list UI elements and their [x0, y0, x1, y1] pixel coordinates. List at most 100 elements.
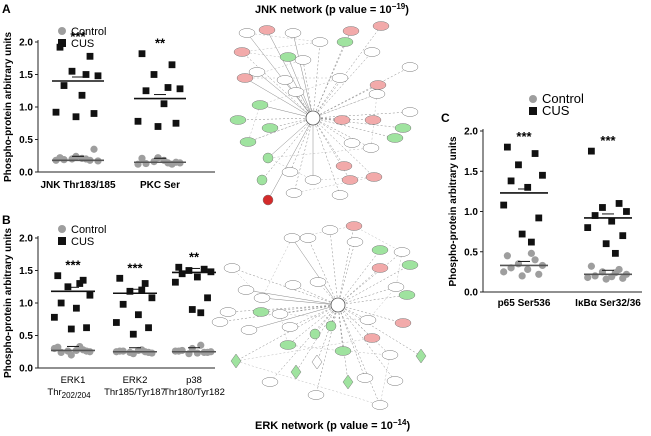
network-node — [331, 190, 349, 200]
panel-letter-b: B — [2, 213, 11, 227]
network-edge — [395, 251, 403, 288]
network-node — [271, 309, 289, 319]
network-node — [261, 123, 279, 133]
network-node — [325, 320, 337, 332]
significance-label: *** — [516, 129, 532, 144]
category-label: JNK Thr183/185 — [40, 180, 115, 191]
category-label: ERK2 — [123, 375, 148, 386]
network-node — [252, 307, 270, 317]
network-edge — [245, 289, 339, 306]
cus-point — [608, 217, 616, 225]
network-edge — [291, 225, 355, 239]
network-edge — [261, 117, 314, 181]
jnk-network-diagram — [229, 21, 419, 206]
cus-point — [134, 311, 142, 319]
cus-point — [172, 119, 180, 127]
cus-point — [64, 283, 72, 291]
network-edge — [337, 304, 422, 357]
cus-point — [150, 71, 158, 78]
control-point — [619, 274, 627, 282]
network-edge — [337, 304, 404, 324]
network-node — [346, 237, 364, 247]
y-axis-label: Phospho-protein arbitrary units — [3, 32, 14, 182]
network-node — [262, 194, 274, 206]
cus-point — [142, 87, 150, 95]
cus-point — [116, 274, 124, 282]
cus-point — [524, 183, 532, 191]
network-node — [401, 260, 419, 270]
significance-label: *** — [127, 260, 143, 275]
network-edge — [259, 104, 314, 119]
network-node — [281, 167, 299, 177]
y-tick-label: 2.0 — [19, 38, 33, 49]
network-node — [287, 87, 305, 97]
cus-point — [83, 324, 90, 332]
network-node — [363, 333, 381, 343]
legend-cus-label: CUS — [542, 103, 570, 118]
control-point — [602, 275, 610, 283]
network-edge — [312, 41, 346, 119]
cus-point — [86, 52, 94, 60]
cus-point — [126, 287, 134, 295]
y-tick-label: 1.5 — [19, 70, 33, 81]
network-edge — [248, 304, 339, 331]
control-point — [197, 341, 205, 349]
cus-point — [602, 240, 610, 248]
panel-letter-a: A — [2, 2, 11, 16]
network-edge — [379, 354, 391, 406]
cus-point — [584, 224, 592, 231]
network-edge — [312, 77, 341, 119]
cus-point — [160, 100, 168, 108]
category-sublabel: Thr180/Tyr182 — [163, 387, 225, 398]
legend-control-marker — [58, 225, 66, 233]
cus-point — [185, 267, 193, 274]
control-point — [178, 346, 186, 355]
legend-control-marker — [529, 95, 537, 103]
network-node — [240, 325, 258, 335]
network-node — [279, 52, 297, 62]
network-node — [371, 263, 389, 273]
network-node — [256, 174, 268, 186]
network-edge — [337, 251, 403, 306]
network-edge — [261, 297, 339, 306]
legend-cus-label: CUS — [71, 236, 94, 248]
cus-point — [112, 319, 120, 326]
control-point — [138, 154, 146, 162]
network-node — [363, 47, 381, 57]
network-edge — [353, 225, 403, 253]
network-edge — [246, 32, 321, 43]
network-hub-node — [305, 110, 321, 126]
network-edge — [293, 117, 314, 194]
category-label: PKC Ser — [140, 180, 180, 191]
cus-point — [138, 50, 146, 58]
network-edge — [289, 117, 314, 173]
control-point — [587, 262, 595, 270]
legend-cus-marker — [58, 39, 66, 47]
network-edge — [312, 117, 404, 129]
network-node — [229, 115, 247, 125]
network-edge — [307, 237, 339, 306]
network-edge — [291, 237, 339, 306]
erk-network-title: ERK network (p value = 10−14) — [255, 418, 410, 432]
network-edge — [370, 93, 378, 149]
network-node — [258, 25, 276, 35]
legend-control-label: Control — [542, 91, 584, 106]
cus-point — [138, 286, 146, 294]
cus-point — [175, 263, 183, 271]
network-edge — [261, 237, 293, 299]
network-node — [284, 280, 302, 290]
network-edge — [329, 229, 339, 306]
network-edge — [247, 104, 261, 143]
network-node — [371, 400, 389, 410]
network-edge — [267, 147, 372, 159]
network-edge — [235, 304, 339, 362]
y-tick-label: 1.5 — [464, 167, 478, 178]
network-node — [276, 75, 294, 85]
network-node — [342, 374, 354, 390]
cus-point — [615, 200, 623, 207]
significance-label: ** — [189, 249, 200, 264]
cus-point — [82, 71, 90, 78]
network-edge — [312, 117, 345, 167]
